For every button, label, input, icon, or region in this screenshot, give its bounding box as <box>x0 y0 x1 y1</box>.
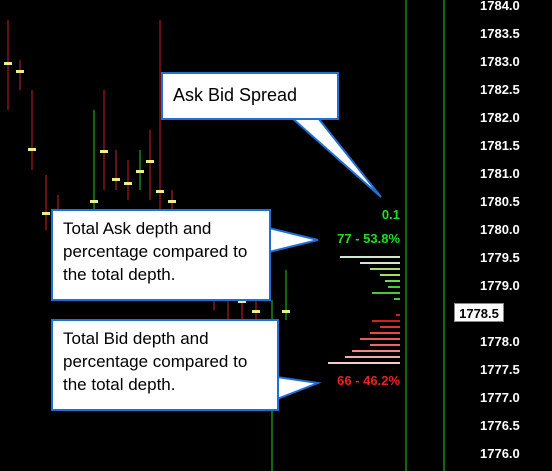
spread-callout-pointer <box>289 117 382 198</box>
depth-bar <box>360 262 400 264</box>
price-axis-label: 1782.0 <box>480 110 520 125</box>
price-axis-label: 1780.0 <box>480 222 520 237</box>
depth-bar <box>372 320 400 322</box>
price-axis-label: 1783.0 <box>480 54 520 69</box>
price-bar-tick <box>4 62 12 65</box>
bid-depth-total: 66 - 46.2% <box>337 373 400 388</box>
price-axis-label: 1779.5 <box>480 250 520 265</box>
price-axis-label: 1779.0 <box>480 278 520 293</box>
price-axis-label: 1778.0 <box>480 334 520 349</box>
ask-depth-total: 77 - 53.8% <box>337 231 400 246</box>
depth-bar <box>352 350 400 352</box>
bid-depth-callout: Total Bid depth and percentage compared … <box>51 319 279 411</box>
price-axis-label: 1781.0 <box>480 166 520 181</box>
price-bar-tick <box>100 150 108 153</box>
depth-bar <box>370 344 400 346</box>
price-bar-tick <box>28 148 36 151</box>
price-bar-tick <box>16 70 24 73</box>
price-axis-label: 1780.5 <box>480 194 520 209</box>
price-bar-tick <box>90 200 98 203</box>
price-axis-label: 1777.0 <box>480 390 520 405</box>
price-axis-label: 1783.5 <box>480 26 520 41</box>
price-bar-tick <box>238 300 246 303</box>
depth-bar <box>370 332 400 334</box>
price-axis-label: 1782.5 <box>480 82 520 97</box>
depth-bar <box>394 298 400 300</box>
price-bar-tick <box>282 310 290 313</box>
price-axis-label: 1777.5 <box>480 362 520 377</box>
price-bar-tick <box>146 160 154 163</box>
depth-bar <box>396 314 400 316</box>
price-bar-tick <box>168 200 176 203</box>
price-axis-label: 1781.5 <box>480 138 520 153</box>
ask-depth-callout: Total Ask depth and percentage compared … <box>51 209 271 301</box>
depth-bar <box>372 292 400 294</box>
price-bar-tick <box>42 212 50 215</box>
depth-bar <box>385 280 400 282</box>
depth-bar <box>370 268 400 270</box>
depth-bar <box>360 338 400 340</box>
price-axis-label: 1776.5 <box>480 418 520 433</box>
price-bar-tick <box>112 178 120 181</box>
depth-bar <box>328 362 400 364</box>
depth-bar <box>380 274 400 276</box>
spread-callout: Ask Bid Spread <box>161 72 339 120</box>
spread-value: 0.1 <box>381 207 400 222</box>
price-bar-tick <box>156 190 164 193</box>
depth-bar <box>380 326 400 328</box>
price-bar-tick <box>252 310 260 313</box>
depth-bar <box>388 286 400 288</box>
price-axis-label: 1784.0 <box>480 0 520 13</box>
depth-histogram <box>328 256 400 364</box>
current-price-label: 1778.5 <box>454 303 504 322</box>
depth-bar <box>340 256 400 258</box>
price-bar-tick <box>124 182 132 185</box>
price-bar-tick <box>136 170 144 173</box>
price-axis-label: 1776.0 <box>480 446 520 461</box>
depth-bar <box>345 356 400 358</box>
